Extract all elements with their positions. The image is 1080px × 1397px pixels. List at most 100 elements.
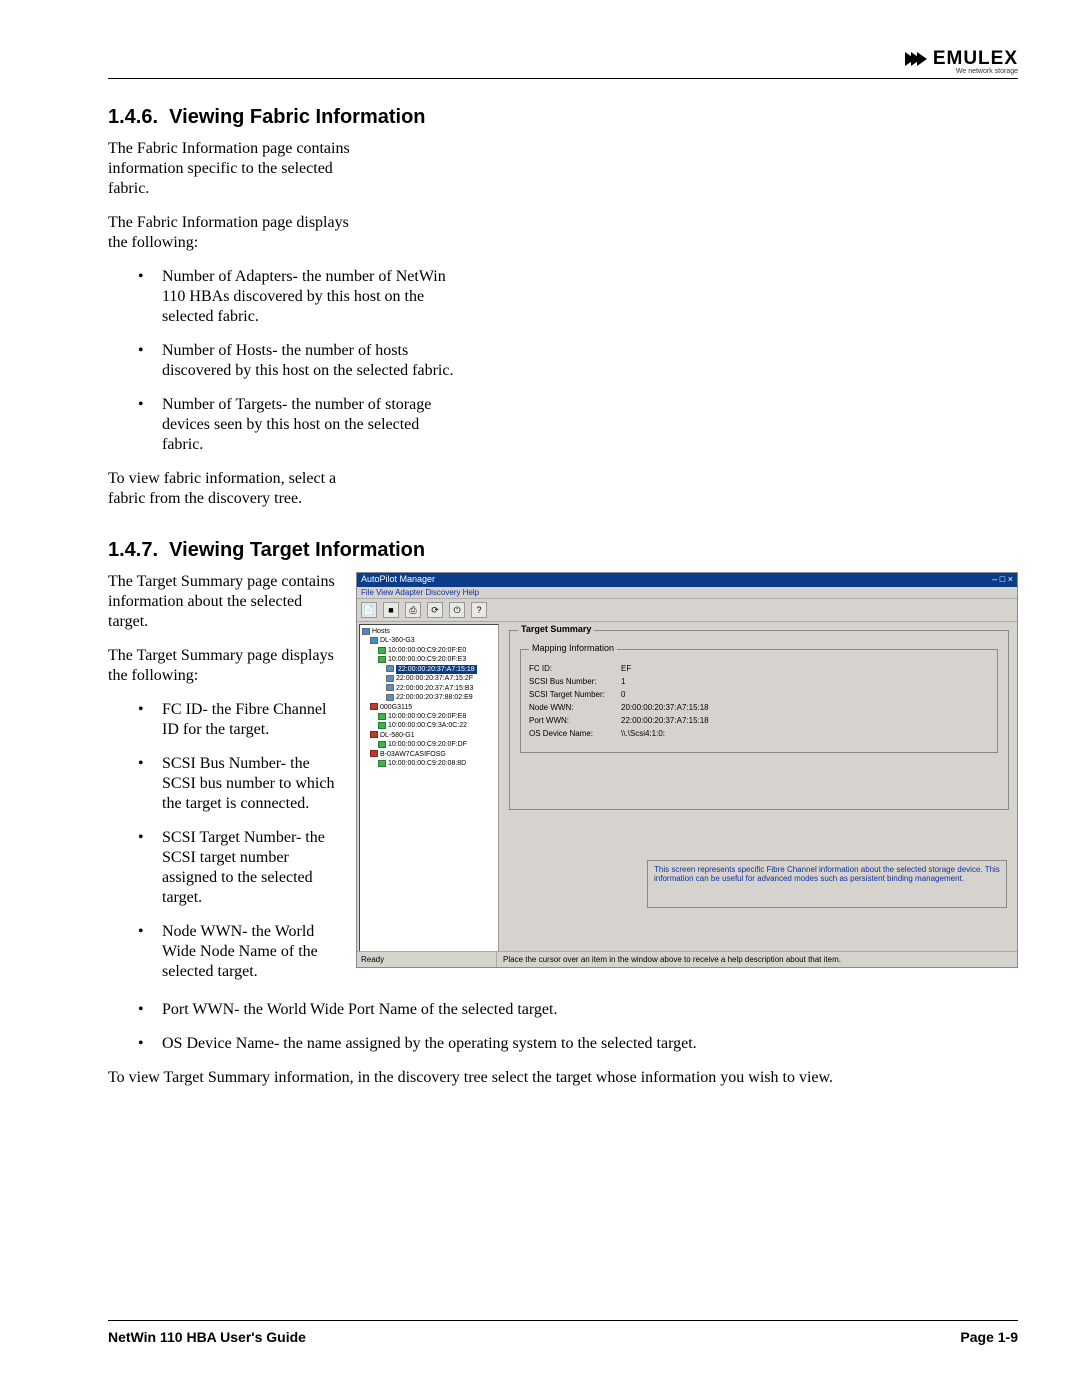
brand-tagline: We network storage [956, 68, 1018, 75]
tree-icon [370, 637, 378, 644]
discovery-tree[interactable]: Hosts DL-360-G3 10:00:00:00:C9:20:0F:E0 10:… [359, 624, 499, 956]
section-title: Viewing Fabric Information [169, 106, 425, 128]
tree-label: 10:00:00:00:C9:20:08:8D [388, 760, 466, 767]
tree-icon [378, 656, 386, 663]
status-left: Ready [357, 952, 497, 967]
toolbar-button[interactable]: 📄 [361, 602, 377, 618]
mapping-row: Node WWN:20:00:00:20:37:A7:15:18 [529, 703, 989, 712]
brand-header: EMULEX We network storage [905, 48, 1018, 70]
toolbar-button[interactable]: ■ [383, 602, 399, 618]
header-rule [108, 78, 1018, 79]
tree-icon [362, 628, 370, 635]
tree-node[interactable]: 10:00:00:00:C9:20:0F:DF [378, 740, 496, 749]
tree-label: Hosts [372, 628, 390, 635]
tree-label: 22:00:00:20:37:A7:15:B3 [396, 685, 473, 692]
mapping-label: FC ID: [529, 664, 621, 673]
fabric-tail: To view fabric information, select a fab… [108, 469, 358, 509]
tree-node[interactable]: 10:00:00:00:C9:20:0F:E3 [378, 655, 496, 664]
footer-left: NetWin 110 HBA User's Guide [108, 1329, 306, 1345]
mapping-label: SCSI Bus Number: [529, 677, 621, 686]
list-item: Number of Targets- the number of storage… [162, 395, 462, 455]
mapping-info-box: Mapping Information FC ID:EFSCSI Bus Num… [520, 649, 998, 753]
mapping-value: 0 [621, 690, 625, 699]
tree-label: B-03AW7CASIFOSG [380, 751, 446, 758]
tree-node[interactable]: 22:00:00:20:37:A7:15:18 [386, 665, 496, 674]
section-title: Viewing Target Information [169, 539, 425, 561]
list-item: SCSI Target Number- the SCSI target numb… [162, 828, 338, 908]
toolbar-button[interactable]: ⎙ [405, 602, 421, 618]
target-intro: The Target Summary page contains informa… [108, 572, 338, 632]
mapping-value: \\.\Scsi4:1:0: [621, 729, 665, 738]
tree-icon [370, 731, 378, 738]
target-summary-box: Target Summary Mapping Information FC ID… [509, 630, 1009, 810]
tree-node[interactable]: 10:00:00:00:C9:20:08:8D [378, 759, 496, 768]
section-num: 1.4.6. [108, 106, 158, 128]
toolbar-button[interactable]: ⟳ [427, 602, 443, 618]
tree-node[interactable]: DL-580-G1 [370, 731, 496, 740]
summary-panel: Target Summary Mapping Information FC ID… [503, 624, 1015, 956]
tree-icon [386, 694, 394, 701]
tree-icon [370, 750, 378, 757]
tree-label: DL-360-G3 [380, 637, 415, 644]
mapping-row: FC ID:EF [529, 664, 989, 673]
tree-icon [378, 722, 386, 729]
list-item: Port WWN- the World Wide Port Name of th… [162, 1000, 1018, 1020]
tree-node[interactable]: 22:00:00:20:37:A7:15:B3 [386, 684, 496, 693]
window-body: Hosts DL-360-G3 10:00:00:00:C9:20:0F:E0 10:… [357, 622, 1017, 958]
mapping-value: 1 [621, 677, 625, 686]
mapping-row: SCSI Bus Number:1 [529, 677, 989, 686]
fabric-sub: The Fabric Information page displays the… [108, 213, 368, 253]
window-controls[interactable]: – □ × [992, 574, 1013, 586]
list-item: OS Device Name- the name assigned by the… [162, 1034, 1018, 1054]
screenshot-window: AutoPilot Manager – □ × File View Adapte… [356, 572, 1018, 968]
status-bar: Ready Place the cursor over an item in t… [357, 951, 1017, 967]
tree-node[interactable]: 000G3115 [370, 703, 496, 712]
tree-label: 10:00:00:00:C9:3A:0C:22 [388, 722, 467, 729]
section-heading-fabric: 1.4.6. Viewing Fabric Information [108, 106, 1018, 129]
mapping-label: Port WWN: [529, 716, 621, 725]
tree-icon [386, 675, 394, 682]
page-content: 1.4.6. Viewing Fabric Information The Fa… [108, 106, 1018, 1102]
tree-icon [386, 684, 394, 691]
tree-icon [378, 647, 386, 654]
target-two-col: The Target Summary page contains informa… [108, 572, 1018, 996]
mapping-label: OS Device Name: [529, 729, 621, 738]
tree-label: 22:00:00:20:37:A7:15:18 [396, 665, 477, 674]
mapping-row: Port WWN:22:00:00:20:37:A7:15:18 [529, 716, 989, 725]
fieldset-label: Mapping Information [529, 643, 617, 653]
tree-node[interactable]: DL-360-G3 [370, 636, 496, 645]
toolbar-button[interactable]: ⏻ [449, 602, 465, 618]
tree-label: 10:00:00:00:C9:20:0F:E3 [388, 656, 466, 663]
tree-node[interactable]: B-03AW7CASIFOSG [370, 750, 496, 759]
fieldset-label: Target Summary [518, 624, 594, 634]
window-title: AutoPilot Manager [361, 574, 435, 586]
mapping-label: SCSI Target Number: [529, 690, 621, 699]
tree-label: 10:00:00:00:C9:20:0F:E0 [388, 647, 466, 654]
mapping-value: 22:00:00:20:37:A7:15:18 [621, 716, 709, 725]
list-item: SCSI Bus Number- the SCSI bus number to … [162, 754, 338, 814]
tree-node[interactable]: 22:00:00:20:37:88:02:E9 [386, 693, 496, 702]
tree-node[interactable]: Hosts [362, 627, 496, 636]
mapping-row: SCSI Target Number:0 [529, 690, 989, 699]
fabric-bullets: Number of Adapters- the number of NetWin… [162, 267, 462, 455]
section-heading-target: 1.4.7. Viewing Target Information [108, 539, 1018, 562]
tree-node[interactable]: 22:00:00:20:37:A7:15:2F [386, 674, 496, 683]
toolbar: 📄 ■ ⎙ ⟳ ⏻ ? [357, 599, 1017, 622]
tree-icon [378, 713, 386, 720]
mapping-rows: FC ID:EFSCSI Bus Number:1SCSI Target Num… [529, 664, 989, 738]
footer-right: Page 1-9 [960, 1329, 1018, 1345]
tree-label: 000G3115 [380, 704, 412, 711]
menu-bar[interactable]: File View Adapter Discovery Help [357, 587, 1017, 599]
toolbar-button[interactable]: ? [471, 602, 487, 618]
tree-node[interactable]: 10:00:00:00:C9:20:0F:E0 [378, 646, 496, 655]
tree-icon [386, 665, 394, 672]
hint-box: This screen represents specific Fibre Ch… [647, 860, 1007, 908]
tree-label: 10:00:00:00:C9:20:0F:E8 [388, 713, 466, 720]
tree-node[interactable]: 10:00:00:00:C9:20:0F:E8 [378, 712, 496, 721]
section-num: 1.4.7. [108, 539, 158, 561]
status-right: Place the cursor over an item in the win… [497, 955, 841, 964]
list-item: Number of Adapters- the number of NetWin… [162, 267, 462, 327]
tree-label: 10:00:00:00:C9:20:0F:DF [388, 741, 467, 748]
page-footer: NetWin 110 HBA User's Guide Page 1-9 [108, 1320, 1018, 1345]
tree-node[interactable]: 10:00:00:00:C9:3A:0C:22 [378, 721, 496, 730]
